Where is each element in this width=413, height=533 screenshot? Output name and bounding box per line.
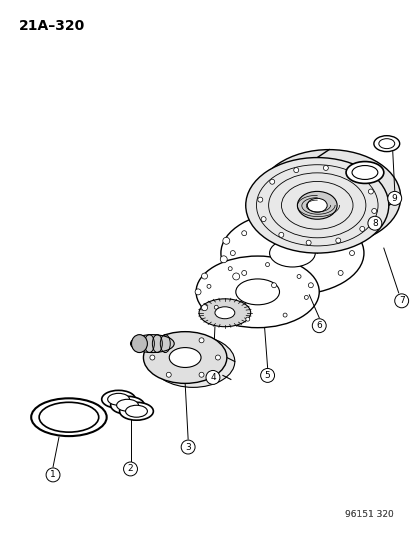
Circle shape <box>278 232 283 237</box>
Ellipse shape <box>214 307 234 319</box>
Ellipse shape <box>116 399 138 411</box>
Circle shape <box>214 305 218 309</box>
Ellipse shape <box>110 397 144 414</box>
Circle shape <box>323 165 328 171</box>
Circle shape <box>150 355 154 360</box>
Circle shape <box>123 462 137 476</box>
Ellipse shape <box>351 166 377 180</box>
Circle shape <box>215 355 220 360</box>
Ellipse shape <box>257 150 400 245</box>
Ellipse shape <box>151 336 234 387</box>
Circle shape <box>306 240 311 245</box>
Circle shape <box>335 238 340 243</box>
Ellipse shape <box>169 348 201 367</box>
Circle shape <box>228 266 232 271</box>
Circle shape <box>199 338 204 343</box>
Circle shape <box>337 270 342 276</box>
Circle shape <box>271 282 276 288</box>
Text: 4: 4 <box>210 373 215 382</box>
Circle shape <box>201 305 207 311</box>
Ellipse shape <box>345 161 383 183</box>
Ellipse shape <box>131 335 147 352</box>
Circle shape <box>199 372 204 377</box>
Circle shape <box>367 216 381 230</box>
Text: 3: 3 <box>185 442 190 451</box>
Ellipse shape <box>306 198 326 212</box>
Ellipse shape <box>378 139 394 149</box>
Ellipse shape <box>199 299 250 327</box>
Circle shape <box>46 468 60 482</box>
Text: 8: 8 <box>371 219 377 228</box>
Ellipse shape <box>143 332 226 383</box>
Text: 9: 9 <box>391 194 396 203</box>
Circle shape <box>260 368 274 382</box>
Circle shape <box>349 251 354 255</box>
Circle shape <box>206 284 211 288</box>
Circle shape <box>368 189 373 194</box>
Circle shape <box>297 274 300 278</box>
Ellipse shape <box>297 191 336 219</box>
Ellipse shape <box>373 136 399 151</box>
Circle shape <box>337 231 342 236</box>
Circle shape <box>304 295 308 300</box>
Circle shape <box>282 313 286 317</box>
Text: 21A–320: 21A–320 <box>19 19 85 33</box>
Circle shape <box>245 317 249 321</box>
Circle shape <box>166 338 171 343</box>
Circle shape <box>241 270 246 276</box>
Ellipse shape <box>119 402 153 420</box>
Circle shape <box>261 216 266 222</box>
Circle shape <box>232 273 239 280</box>
Circle shape <box>387 191 401 205</box>
Circle shape <box>293 168 298 173</box>
Text: 7: 7 <box>398 296 404 305</box>
Circle shape <box>311 319 325 333</box>
Text: 6: 6 <box>316 321 321 330</box>
Text: 96151 320: 96151 320 <box>344 510 393 519</box>
Circle shape <box>166 372 171 377</box>
Ellipse shape <box>125 405 147 417</box>
Circle shape <box>271 219 276 223</box>
Ellipse shape <box>107 393 129 405</box>
Text: 1: 1 <box>50 471 56 479</box>
Ellipse shape <box>31 398 107 436</box>
Circle shape <box>181 440 195 454</box>
Circle shape <box>269 179 274 184</box>
Circle shape <box>265 263 269 266</box>
Ellipse shape <box>130 335 174 352</box>
Circle shape <box>350 173 355 178</box>
Circle shape <box>220 256 227 263</box>
Circle shape <box>308 282 313 288</box>
Ellipse shape <box>245 158 388 253</box>
Circle shape <box>308 219 313 223</box>
Circle shape <box>195 289 201 295</box>
Ellipse shape <box>235 279 279 305</box>
Circle shape <box>394 294 408 308</box>
Ellipse shape <box>102 390 135 408</box>
Ellipse shape <box>39 402 98 432</box>
Ellipse shape <box>196 256 318 328</box>
Circle shape <box>222 237 229 244</box>
Circle shape <box>206 370 219 384</box>
Ellipse shape <box>221 211 363 295</box>
Text: 5: 5 <box>264 371 270 380</box>
Circle shape <box>241 231 246 236</box>
Ellipse shape <box>269 239 315 267</box>
Text: 2: 2 <box>127 464 133 473</box>
Circle shape <box>230 251 235 255</box>
Circle shape <box>371 208 376 213</box>
Circle shape <box>257 197 262 202</box>
Text: 96151 320: 96151 320 <box>344 510 393 519</box>
Circle shape <box>201 273 207 279</box>
Circle shape <box>359 227 364 231</box>
